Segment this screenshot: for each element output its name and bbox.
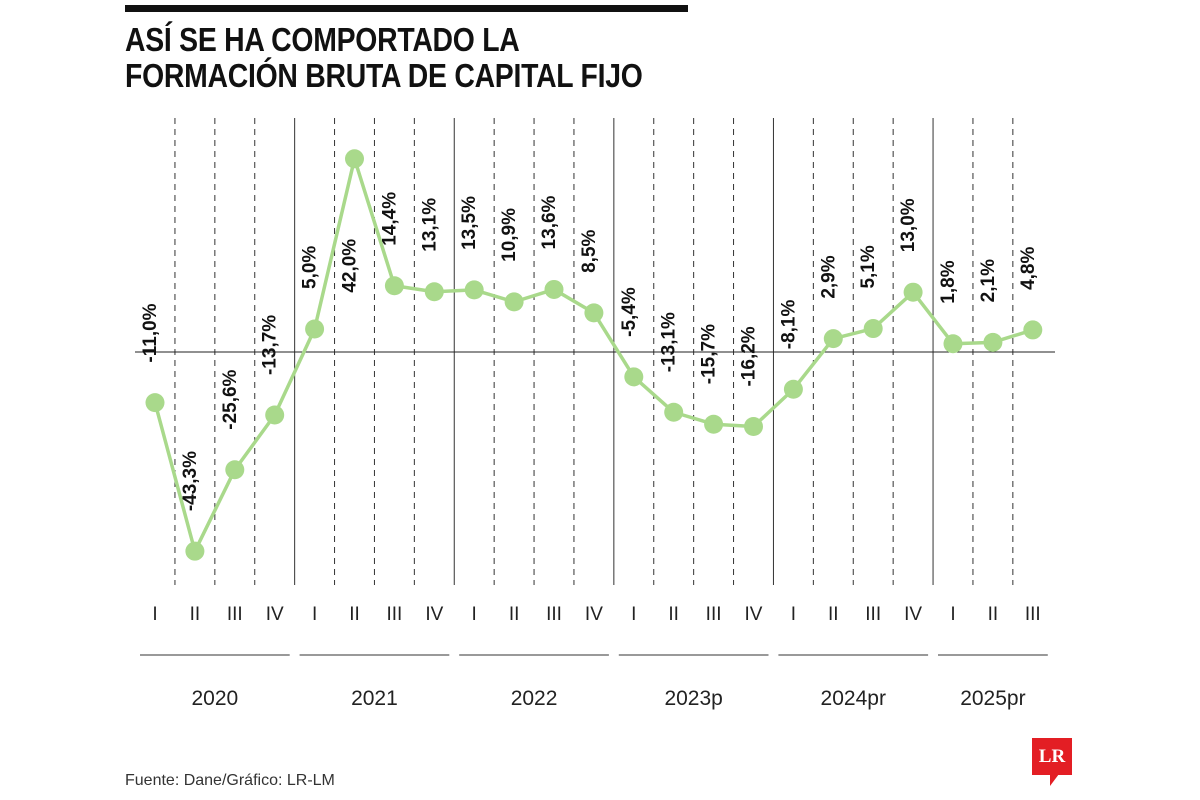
data-label: 1,8%	[938, 260, 959, 303]
data-label: 2,1%	[978, 259, 999, 302]
quarter-tick-label: IV	[266, 604, 284, 625]
data-label: -13,7%	[260, 315, 281, 375]
year-label: 2022	[511, 687, 558, 710]
data-point	[983, 332, 1003, 352]
lr-logo: LR	[1032, 738, 1072, 775]
quarter-tick-label: II	[668, 604, 679, 625]
data-label: 13,1%	[419, 198, 440, 252]
year-label: 2023p	[664, 687, 722, 710]
quarter-tick-label: II	[509, 604, 520, 625]
year-label: 2020	[191, 687, 238, 710]
data-point	[504, 292, 524, 312]
quarter-tick-label: I	[791, 604, 796, 625]
data-point	[664, 402, 684, 422]
data-point	[624, 367, 644, 387]
source-note: Fuente: Dane/Gráfico: LR-LM	[125, 772, 335, 789]
quarter-tick-label: III	[227, 604, 243, 625]
title-line-1: ASÍ SE HA COMPORTADO LA	[125, 21, 520, 58]
quarter-tick-label: II	[988, 604, 999, 625]
data-point	[384, 276, 404, 296]
quarter-tick-label: IV	[745, 604, 763, 625]
quarter-tick-label: IV	[585, 604, 603, 625]
data-label: 5,0%	[300, 246, 321, 289]
data-label: -5,4%	[619, 287, 640, 337]
data-label: 2,9%	[818, 255, 839, 298]
data-label: 5,1%	[858, 245, 879, 288]
quarter-tick-label: I	[950, 604, 955, 625]
quarter-tick-label: I	[152, 604, 157, 625]
quarter-tick-label: III	[1025, 604, 1041, 625]
data-point	[823, 329, 843, 349]
data-point	[345, 149, 364, 169]
data-label: -25,6%	[220, 369, 241, 429]
quarter-tick-label: I	[631, 604, 636, 625]
data-point	[1023, 320, 1043, 340]
quarter-tick-label: III	[865, 604, 881, 625]
data-point	[464, 280, 484, 300]
title-line-2: FORMACIÓN BRUTA DE CAPITAL FIJO	[125, 57, 643, 94]
quarter-tick-label: IV	[904, 604, 922, 625]
data-point	[185, 541, 205, 561]
data-point	[424, 282, 444, 302]
year-label: 2021	[351, 687, 398, 710]
data-point	[943, 334, 963, 354]
data-label: -13,1%	[659, 312, 680, 372]
data-label: 14,4%	[379, 192, 400, 246]
logo-text: LR	[1038, 745, 1066, 767]
quarter-tick-label: I	[312, 604, 317, 625]
data-point	[903, 282, 923, 302]
data-point	[584, 303, 604, 323]
quarter-tick-label: III	[706, 604, 722, 625]
quarter-tick-label: II	[828, 604, 839, 625]
title-rule	[125, 5, 688, 12]
data-label: -8,1%	[778, 300, 799, 350]
data-label: 10,9%	[499, 208, 520, 262]
data-label: -15,7%	[699, 324, 720, 384]
data-label: 13,0%	[898, 198, 919, 252]
data-label: 4,8%	[1018, 247, 1039, 290]
quarter-tick-label: II	[190, 604, 201, 625]
quarter-tick-label: IV	[425, 604, 443, 625]
data-point	[145, 393, 165, 413]
quarter-tick-label: II	[349, 604, 360, 625]
data-label: 13,5%	[459, 196, 480, 250]
data-label: 42,0%	[340, 239, 361, 293]
quarter-tick-label: III	[386, 604, 402, 625]
quarter-tick-label: III	[546, 604, 562, 625]
logo-tail	[1050, 774, 1059, 786]
data-label: 8,5%	[579, 229, 600, 272]
data-point	[744, 417, 763, 437]
data-point	[225, 460, 245, 480]
year-label: 2025pr	[960, 687, 1025, 710]
data-label: -11,0%	[140, 303, 161, 362]
data-point	[704, 414, 724, 434]
quarter-tick-label: I	[472, 604, 477, 625]
data-point	[265, 405, 285, 425]
data-point	[783, 379, 803, 399]
data-label: 13,6%	[539, 195, 560, 249]
data-point	[305, 319, 325, 339]
chart-title: ASÍ SE HA COMPORTADO LA FORMACIÓN BRUTA …	[125, 22, 643, 94]
data-point	[544, 279, 564, 299]
data-label: -16,2%	[739, 326, 760, 386]
year-label: 2024pr	[821, 687, 886, 710]
data-label: -43,3%	[180, 451, 201, 511]
data-point	[863, 319, 883, 339]
